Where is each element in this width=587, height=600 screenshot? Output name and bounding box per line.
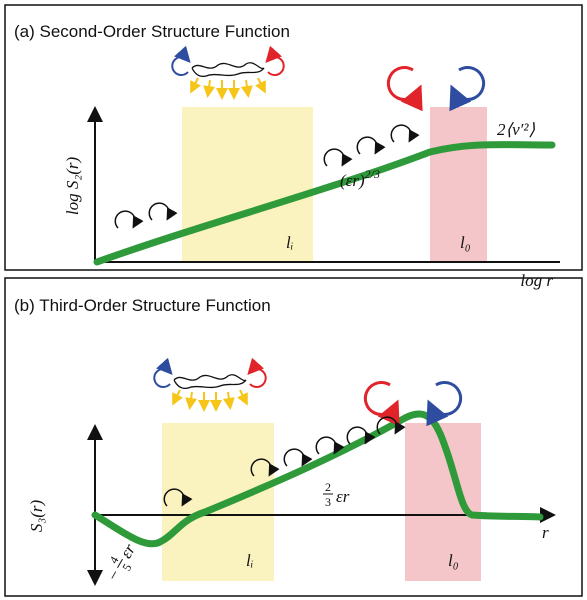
panel-title: (a) Second-Order Structure Function <box>14 22 290 41</box>
annotation: 2⟨v′²⟩ <box>497 120 535 139</box>
label: 2/3 <box>365 167 380 181</box>
panel-a: (a) Second-Order Structure Function log … <box>4 4 583 290</box>
y-axis-label: log S₂(r) <box>63 157 82 216</box>
annotation: lᵢ <box>286 233 293 252</box>
x-axis-label: r <box>542 523 549 542</box>
x-axis-label: log r <box>520 271 553 290</box>
label: εr <box>336 487 350 506</box>
annotation: lᵢ <box>246 551 253 570</box>
label: 3 <box>325 495 331 509</box>
label: − <box>103 566 124 584</box>
annotation: − 4 5 εr <box>103 540 139 584</box>
label: (εr) <box>340 171 365 190</box>
label: εr <box>116 540 139 561</box>
y-axis-label: S₃(r) <box>27 499 46 532</box>
annotation: 2 3 εr <box>323 480 350 509</box>
label: 5 <box>119 561 134 573</box>
annotation: l₀ <box>460 233 471 252</box>
annotation: (εr)2/3 <box>340 167 380 190</box>
label: 2 <box>325 480 331 494</box>
panel-title: (b) Third-Order Structure Function <box>14 296 271 315</box>
annotation: l₀ <box>448 551 459 570</box>
panel-b: (b) Third-Order Structure Function S₃(r)… <box>4 277 583 597</box>
